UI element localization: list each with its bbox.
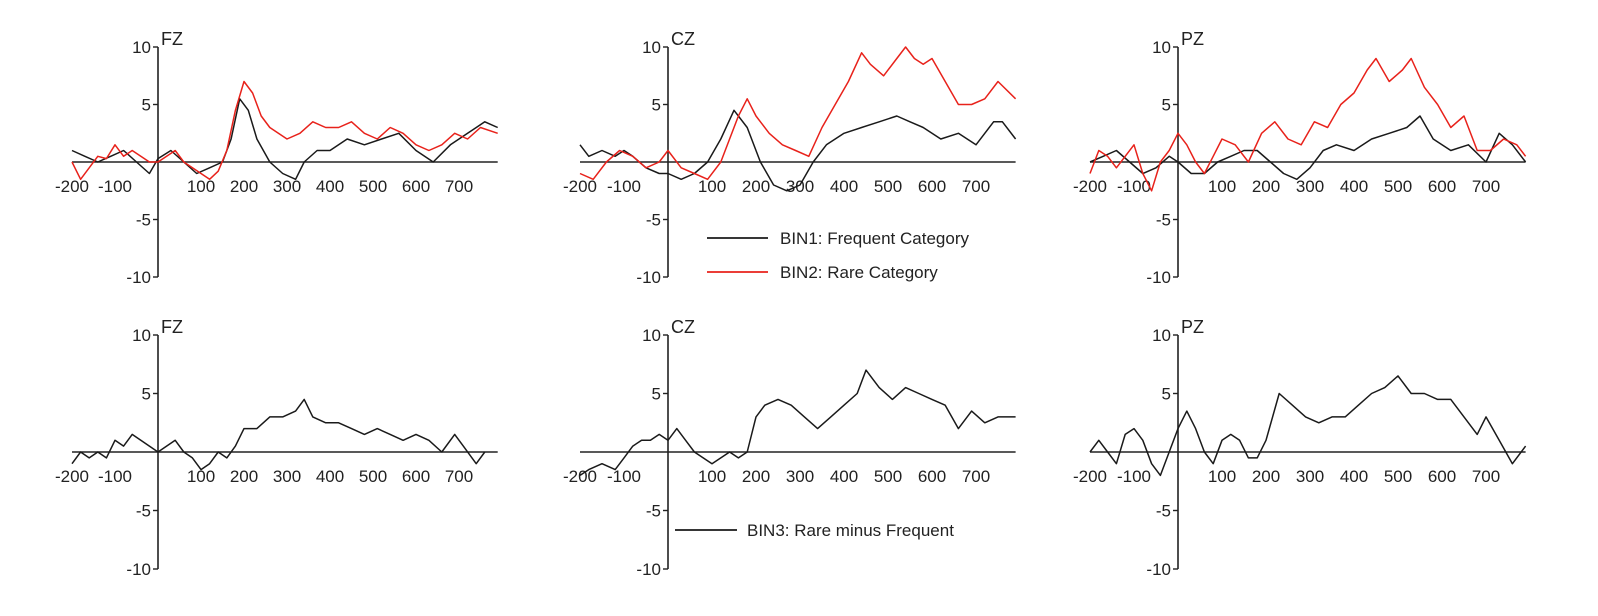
x-tick-label: -200 [55,177,89,196]
x-tick-label: 200 [742,177,770,196]
y-tick-label: 5 [1162,96,1171,115]
x-tick-label: 500 [359,177,387,196]
y-tick-label: -10 [636,560,661,579]
electrode-label: FZ [161,29,183,49]
x-tick-label: 100 [187,177,215,196]
x-tick-label: 700 [445,467,473,486]
x-tick-label: 400 [316,177,344,196]
x-tick-label: 300 [786,467,814,486]
y-tick-label: -10 [126,268,151,287]
x-tick-label: 600 [918,467,946,486]
x-tick-label: -200 [563,467,597,486]
legend-label: BIN3: Rare minus Frequent [747,521,954,540]
x-tick-label: 300 [1296,177,1324,196]
y-tick-label: 5 [142,96,151,115]
x-tick-label: 700 [1472,177,1500,196]
x-tick-label: -100 [1117,467,1151,486]
electrode-label: PZ [1181,317,1204,337]
series-line-bin2 [71,80,498,181]
x-tick-label: 500 [874,177,902,196]
x-tick-label: 600 [402,177,430,196]
x-tick-label: -200 [1073,177,1107,196]
x-tick-label: 300 [786,177,814,196]
x-tick-label: 100 [698,467,726,486]
x-tick-label: 200 [742,467,770,486]
y-tick-label: 10 [132,38,151,57]
x-tick-label: 300 [273,467,301,486]
x-tick-label: -100 [607,177,641,196]
y-tick-label: -5 [646,211,661,230]
y-tick-label: 5 [652,96,661,115]
x-tick-label: -200 [1073,467,1107,486]
x-tick-label: 400 [1340,467,1368,486]
y-tick-label: -5 [1156,211,1171,230]
series-line-bin3 [1089,375,1527,477]
x-tick-label: 600 [1428,177,1456,196]
y-tick-label: 5 [652,385,661,404]
x-tick-label: 600 [402,467,430,486]
x-tick-label: 100 [187,467,215,486]
x-tick-label: -100 [98,467,132,486]
x-tick-label: -100 [1117,177,1151,196]
y-tick-label: -10 [126,560,151,579]
electrode-label: CZ [671,29,695,49]
x-tick-label: 300 [1296,467,1324,486]
legend-label: BIN2: Rare Category [780,263,938,282]
x-tick-label: -200 [55,467,89,486]
x-tick-label: 700 [962,467,990,486]
y-tick-label: 10 [1152,38,1171,57]
series-line-bin2 [579,46,1017,181]
y-tick-label: -5 [1156,502,1171,521]
y-tick-label: 10 [1152,326,1171,345]
y-tick-label: -5 [136,211,151,230]
x-tick-label: 400 [830,177,858,196]
x-tick-label: 100 [1208,177,1236,196]
x-tick-label: 200 [230,177,258,196]
x-tick-label: 500 [359,467,387,486]
legend-label: BIN1: Frequent Category [780,229,969,248]
x-tick-label: 400 [1340,177,1368,196]
x-tick-label: 500 [874,467,902,486]
x-tick-label: 200 [230,467,258,486]
series-line-bin3 [579,369,1016,477]
series-line-bin1 [1089,115,1527,181]
series-line-bin2 [1089,57,1527,192]
y-tick-label: 10 [132,326,151,345]
y-tick-label: 10 [642,38,661,57]
y-tick-label: -5 [646,502,661,521]
x-tick-label: 400 [316,467,344,486]
x-tick-label: 600 [918,177,946,196]
y-tick-label: 5 [1162,385,1171,404]
x-tick-label: 200 [1252,177,1280,196]
x-tick-label: -200 [563,177,597,196]
x-tick-label: 700 [962,177,990,196]
y-tick-label: -10 [1146,560,1171,579]
x-tick-label: 500 [1384,177,1412,196]
y-tick-label: -10 [1146,268,1171,287]
y-tick-label: 10 [642,326,661,345]
x-tick-label: -100 [98,177,132,196]
electrode-label: CZ [671,317,695,337]
electrode-label: FZ [161,317,183,337]
x-tick-label: 700 [1472,467,1500,486]
y-tick-label: -10 [636,268,661,287]
x-tick-label: 100 [1208,467,1236,486]
electrode-label: PZ [1181,29,1204,49]
series-line-bin3 [71,398,486,471]
y-tick-label: -5 [136,502,151,521]
x-tick-label: 300 [273,177,301,196]
x-tick-label: 100 [698,177,726,196]
x-tick-label: 600 [1428,467,1456,486]
x-tick-label: 500 [1384,467,1412,486]
series-line-bin1 [71,98,499,181]
x-tick-label: 700 [445,177,473,196]
x-tick-label: 200 [1252,467,1280,486]
x-tick-label: 400 [830,467,858,486]
x-tick-label: -100 [607,467,641,486]
y-tick-label: 5 [142,385,151,404]
